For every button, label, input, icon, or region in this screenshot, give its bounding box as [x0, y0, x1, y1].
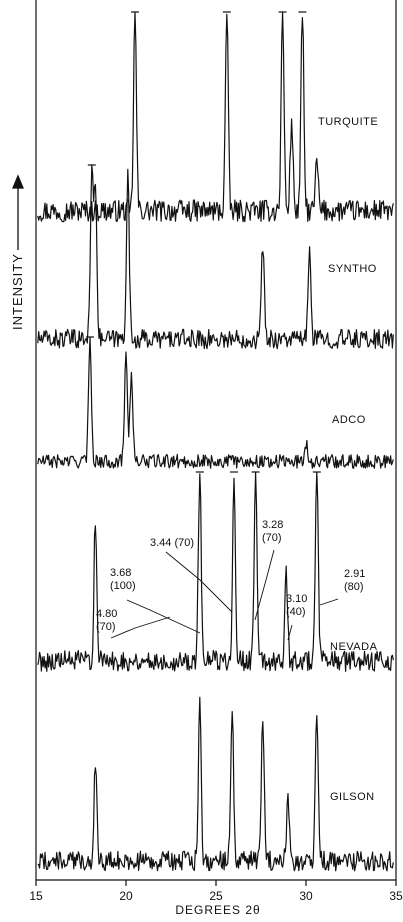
annotation-291: 2.91(80) — [319, 568, 365, 606]
x-tick-label: 30 — [299, 889, 313, 903]
annotation-310: 3.10(40) — [286, 593, 307, 641]
trace-gilson — [37, 696, 394, 872]
series-label-adco: ADCO — [332, 414, 366, 426]
annotation-label: 3.28 — [262, 519, 283, 531]
series-label-nevada: NEVADA — [330, 641, 378, 653]
annotation-328: 3.28(70) — [254, 519, 283, 621]
x-axis-label: DEGREES 2θ — [175, 903, 260, 917]
annotation-label: 3.68 — [110, 567, 131, 579]
annotation-leader — [126, 599, 201, 634]
annotation-label: 3.44 (70) — [150, 537, 194, 549]
annotation-leader — [110, 616, 171, 639]
annotation-leader — [254, 549, 275, 621]
annotation-leader — [165, 551, 233, 613]
trace-adco — [37, 336, 394, 469]
annotation-label: 2.91 — [344, 568, 365, 580]
annotation-368: 3.68(100) — [110, 567, 201, 634]
x-tick-label: 20 — [119, 889, 133, 903]
annotation-leader — [287, 624, 293, 641]
annotation-label: 3.10 — [286, 593, 307, 605]
x-tick-label: 35 — [389, 889, 403, 903]
pattern-labels: TURQUITE SYNTHO ADCO NEVADA GILSON — [318, 116, 378, 803]
d-spacing-annotations: 4.80(70)3.68(100)3.44 (70)3.28(70)3.10(4… — [96, 519, 365, 641]
annotation-leader — [319, 598, 339, 606]
annotation-intensity: (70) — [96, 621, 116, 633]
y-axis-label: INTENSITY — [10, 253, 25, 330]
x-tick-label: 15 — [29, 889, 43, 903]
x-ticks: 15 20 25 30 35 — [29, 880, 403, 903]
x-tick-label: 25 — [209, 889, 223, 903]
annotation-intensity: (100) — [110, 580, 136, 592]
annotation-intensity: (70) — [262, 532, 282, 544]
intensity-arrow-icon — [12, 174, 24, 250]
annotation-label: 4.80 — [96, 608, 117, 620]
trace-nevada — [37, 471, 394, 672]
annotation-intensity: (40) — [286, 606, 306, 618]
series-label-turquite: TURQUITE — [318, 116, 378, 128]
series-label-syntho: SYNTHO — [328, 263, 377, 275]
series-label-gilson: GILSON — [330, 791, 375, 803]
annotation-480: 4.80(70) — [96, 608, 171, 639]
annotation-intensity: (80) — [344, 581, 364, 593]
pattern-traces — [37, 11, 394, 872]
annotation-34470: 3.44 (70) — [150, 537, 233, 613]
y-axis-label-group: INTENSITY — [10, 174, 25, 330]
trace-syntho — [37, 164, 394, 350]
trace-turquite — [37, 11, 394, 223]
